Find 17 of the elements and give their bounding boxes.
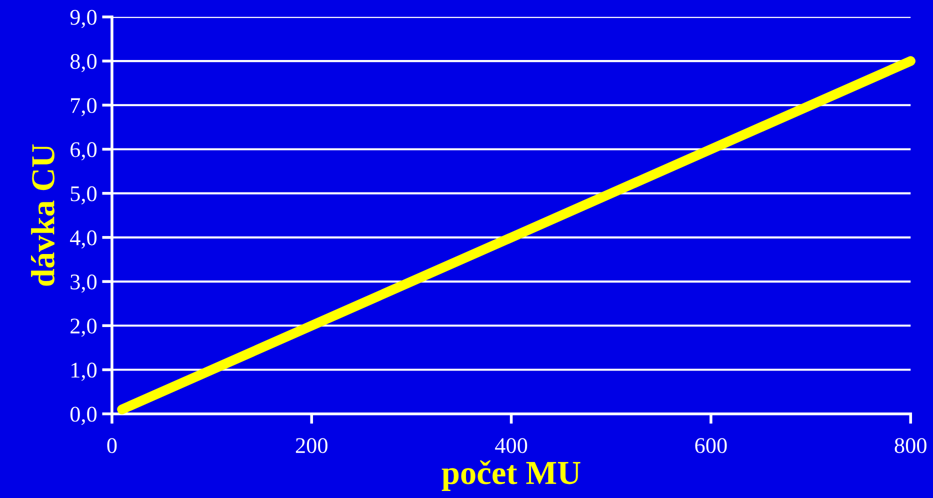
y-tick-label: 8,0: [70, 54, 97, 72]
y-tick-label: 2,0: [70, 318, 97, 337]
x-tick-label: 400: [495, 438, 528, 454]
y-tick-label: 1,0: [72, 362, 97, 381]
y-tick-label: 9,0: [70, 10, 97, 28]
y-tick-label: 6,0: [70, 142, 97, 160]
y-axis-title: dávka CU: [31, 144, 54, 286]
y-tick-label: 4,0: [70, 230, 97, 249]
y-tick-label: 5,0: [70, 186, 97, 204]
x-tick-label: 0: [107, 438, 117, 454]
x-tick-label: 800: [894, 438, 926, 454]
x-tick-label: 600: [695, 438, 727, 454]
y-tick-label: 7,0: [71, 98, 97, 116]
x-axis-title: počet MU: [442, 460, 580, 491]
x-tick-label: 200: [296, 438, 328, 454]
y-tick-label: 3,0: [70, 274, 97, 293]
y-tick-label: 0,0: [70, 406, 97, 425]
